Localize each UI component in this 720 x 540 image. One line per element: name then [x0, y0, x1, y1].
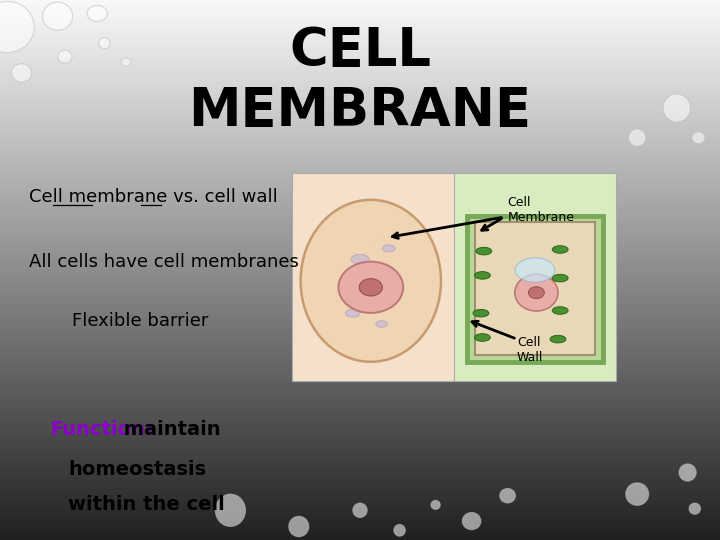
- Bar: [454, 173, 616, 381]
- Ellipse shape: [550, 335, 566, 343]
- Ellipse shape: [516, 258, 554, 282]
- Ellipse shape: [99, 38, 110, 49]
- Text: maintain: maintain: [117, 420, 220, 439]
- Bar: [467, 216, 603, 362]
- Ellipse shape: [338, 261, 403, 313]
- Ellipse shape: [289, 516, 309, 537]
- Ellipse shape: [12, 64, 32, 82]
- Ellipse shape: [528, 287, 544, 299]
- Text: homeostasis: homeostasis: [68, 460, 207, 480]
- Text: CELL: CELL: [289, 25, 431, 77]
- Ellipse shape: [626, 483, 649, 505]
- Ellipse shape: [42, 2, 73, 30]
- Ellipse shape: [394, 524, 405, 536]
- Ellipse shape: [376, 321, 387, 327]
- Ellipse shape: [692, 132, 705, 144]
- Ellipse shape: [473, 309, 489, 317]
- Ellipse shape: [382, 245, 395, 252]
- Ellipse shape: [462, 512, 481, 530]
- Ellipse shape: [215, 494, 246, 526]
- Bar: [292, 173, 454, 381]
- Ellipse shape: [679, 464, 696, 481]
- Text: Cell membrane vs. cell wall: Cell membrane vs. cell wall: [29, 188, 277, 206]
- Ellipse shape: [87, 5, 107, 22]
- Ellipse shape: [121, 58, 130, 66]
- Text: Flexible barrier: Flexible barrier: [72, 312, 208, 330]
- Ellipse shape: [552, 307, 568, 314]
- Ellipse shape: [0, 1, 35, 52]
- Text: MEMBRANE: MEMBRANE: [189, 85, 531, 137]
- Text: Cell
Wall: Cell Wall: [517, 336, 544, 364]
- Ellipse shape: [552, 274, 568, 282]
- Ellipse shape: [689, 503, 701, 514]
- Ellipse shape: [474, 334, 490, 341]
- Ellipse shape: [663, 94, 690, 122]
- Ellipse shape: [515, 274, 558, 311]
- Ellipse shape: [552, 246, 568, 253]
- Ellipse shape: [431, 500, 440, 510]
- Ellipse shape: [476, 247, 492, 255]
- Ellipse shape: [359, 279, 382, 296]
- Ellipse shape: [353, 503, 367, 517]
- Ellipse shape: [500, 488, 516, 503]
- Ellipse shape: [474, 272, 490, 279]
- Ellipse shape: [351, 254, 369, 264]
- Bar: [475, 222, 595, 355]
- Ellipse shape: [58, 50, 72, 63]
- Text: Cell
Membrane: Cell Membrane: [508, 195, 575, 224]
- Text: within the cell: within the cell: [68, 495, 225, 515]
- Ellipse shape: [301, 200, 441, 362]
- Ellipse shape: [346, 309, 360, 318]
- Ellipse shape: [629, 129, 646, 146]
- Text: All cells have cell membranes: All cells have cell membranes: [29, 253, 299, 271]
- Text: Function:: Function:: [50, 420, 153, 439]
